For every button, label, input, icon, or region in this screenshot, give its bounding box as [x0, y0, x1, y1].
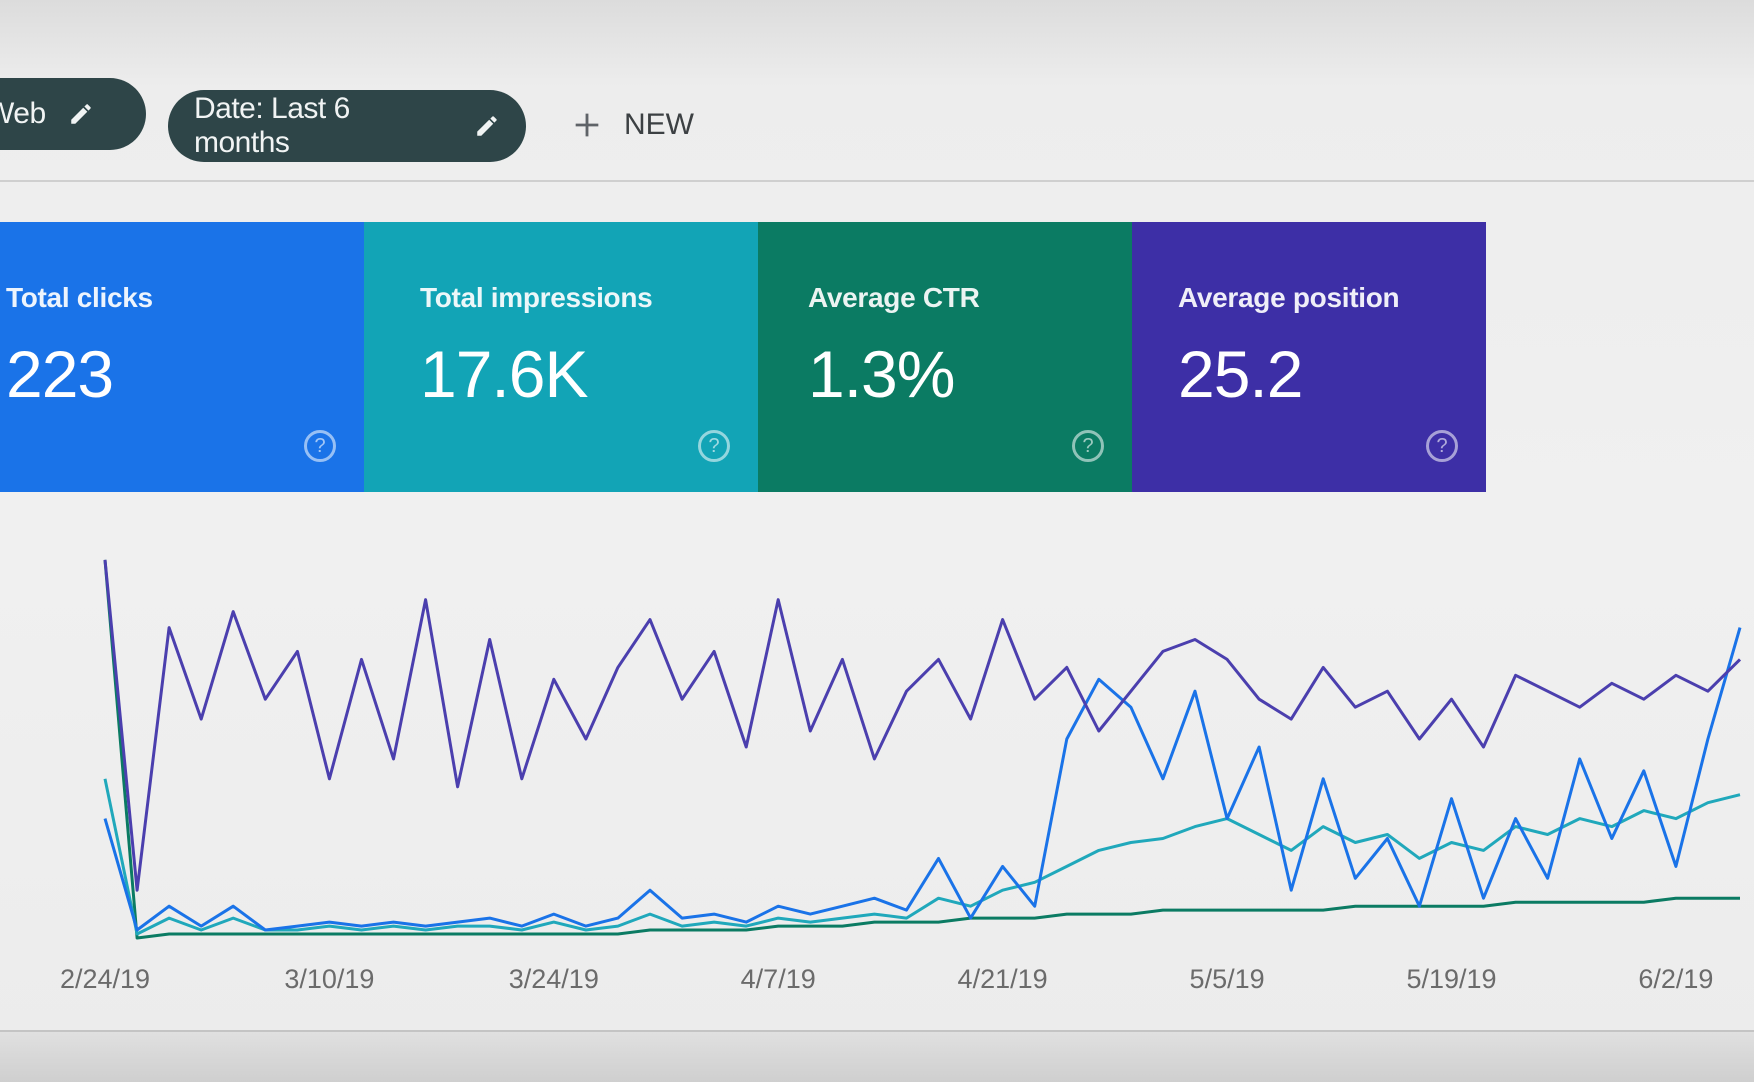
filter-bar: Web Date: Last 6 months NEW [0, 30, 1754, 182]
performance-chart-svg: 2/24/19 3/10/19 3/24/19 4/7/19 4/21/19 5/5/19… [60, 559, 1742, 994]
x-tick-label: 2/24/19 [60, 964, 150, 994]
new-filter-button[interactable]: NEW [570, 108, 694, 142]
help-icon[interactable]: ? [1426, 430, 1458, 462]
x-tick-label: 4/21/19 [958, 964, 1048, 994]
x-tick-label: 6/2/19 [1638, 964, 1713, 994]
metric-card-average-ctr[interactable]: Average CTR 1.3% ? [758, 222, 1132, 492]
edit-pencil-icon[interactable] [68, 101, 94, 127]
monitor-bezel [0, 1030, 1754, 1082]
series-clicks-line[interactable] [103, 627, 1742, 932]
x-tick-label: 3/10/19 [284, 964, 374, 994]
metric-value: 17.6K [420, 337, 588, 411]
edit-pencil-icon[interactable] [474, 113, 500, 139]
plus-icon [575, 113, 599, 137]
device-filter-chip[interactable]: Web [0, 78, 146, 150]
help-icon[interactable]: ? [304, 430, 336, 462]
device-filter-label: Web [0, 97, 46, 130]
series-position-line[interactable] [103, 559, 1742, 892]
date-filter-label: Date: Last 6 months [194, 92, 350, 159]
metric-cards: Total clicks 223 ? Total impressions 17.… [0, 222, 1486, 492]
metric-card-average-position[interactable]: Average position 25.2 ? [1132, 222, 1486, 492]
x-tick-label: 4/7/19 [741, 964, 816, 994]
date-filter-chip[interactable]: Date: Last 6 months [168, 90, 526, 162]
metric-label: Total impressions [420, 282, 653, 313]
performance-chart[interactable]: 2/24/19 3/10/19 3/24/19 4/7/19 4/21/19 5/5/19… [0, 520, 1754, 1020]
series-ctr-line[interactable] [103, 559, 1740, 940]
help-icon[interactable]: ? [698, 430, 730, 462]
x-axis-ticks: 2/24/19 3/10/19 3/24/19 4/7/19 4/21/19 5/5/19… [60, 964, 1713, 994]
metric-value: 223 [6, 337, 114, 411]
metric-card-total-impressions[interactable]: Total impressions 17.6K ? [364, 222, 758, 492]
new-filter-label: NEW [624, 108, 694, 141]
x-tick-label: 5/19/19 [1406, 964, 1496, 994]
series-layer [103, 559, 1742, 940]
x-tick-label: 3/24/19 [509, 964, 599, 994]
metric-card-total-clicks[interactable]: Total clicks 223 ? [0, 222, 364, 492]
help-icon[interactable]: ? [1072, 430, 1104, 462]
x-tick-label: 5/5/19 [1190, 964, 1265, 994]
metric-label: Average position [1178, 282, 1400, 313]
metric-label: Total clicks [6, 282, 153, 313]
metric-value: 1.3% [808, 337, 955, 411]
metric-label: Average CTR [808, 282, 980, 313]
metric-value: 25.2 [1178, 337, 1303, 411]
series-impressions-line[interactable] [103, 778, 1741, 936]
